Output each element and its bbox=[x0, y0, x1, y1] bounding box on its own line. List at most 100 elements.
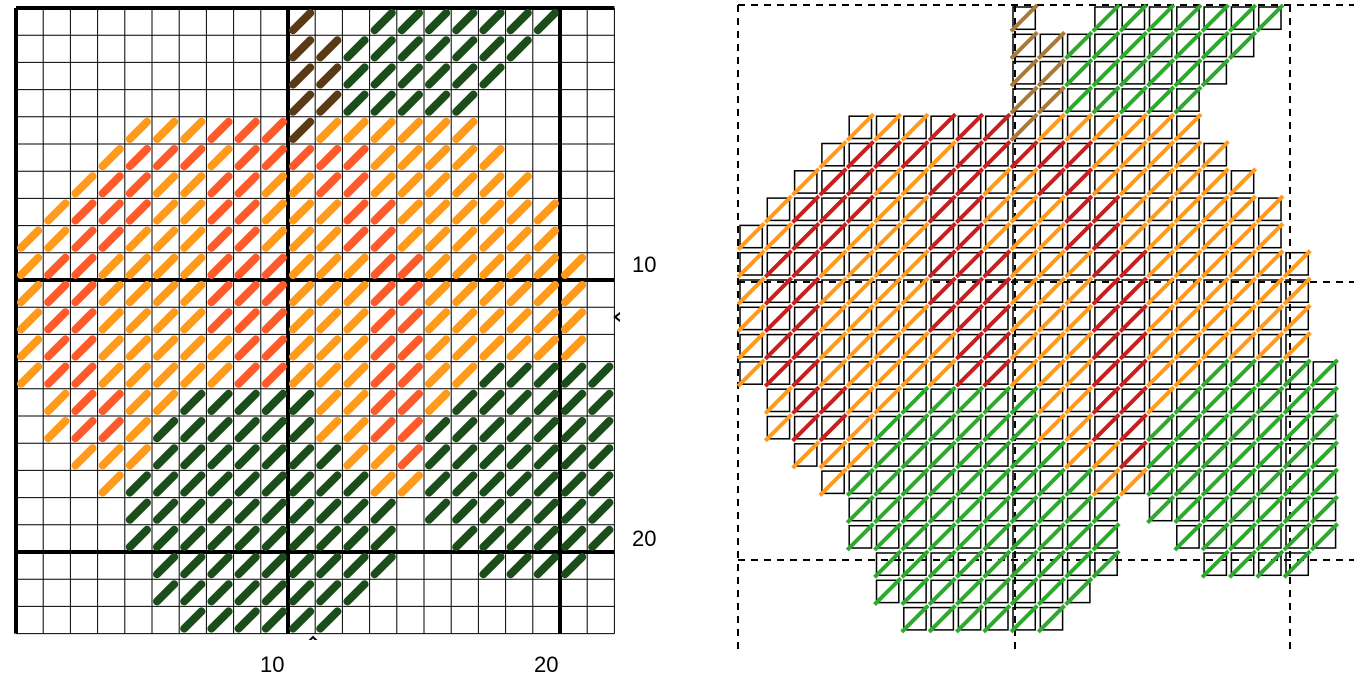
stitch bbox=[397, 389, 423, 415]
stitch bbox=[289, 9, 315, 35]
stitch bbox=[1282, 522, 1312, 552]
cell-box bbox=[1148, 470, 1173, 495]
stitch bbox=[153, 308, 179, 334]
cell-box bbox=[984, 606, 1009, 631]
stitch bbox=[289, 498, 315, 524]
stitch bbox=[873, 549, 903, 579]
cell-box bbox=[1094, 197, 1118, 222]
cell-box bbox=[1094, 251, 1118, 276]
stitch bbox=[845, 522, 875, 552]
stitch bbox=[207, 117, 233, 143]
stitch bbox=[98, 362, 124, 388]
stitch bbox=[17, 226, 43, 252]
stitch bbox=[17, 308, 43, 334]
cell-box bbox=[957, 306, 982, 331]
stitch bbox=[1173, 167, 1203, 197]
stitch bbox=[207, 498, 233, 524]
stitch bbox=[818, 167, 848, 197]
stitch bbox=[845, 249, 875, 279]
stitch bbox=[873, 440, 903, 470]
cell-box bbox=[1176, 142, 1200, 167]
cell-box bbox=[1094, 524, 1118, 549]
cell-box bbox=[793, 170, 818, 194]
cell-box bbox=[984, 388, 1009, 413]
cell-box bbox=[1148, 88, 1173, 112]
stitch bbox=[1064, 576, 1094, 607]
stitch bbox=[452, 471, 478, 497]
x-axis-label-20: 20 bbox=[534, 652, 559, 677]
stitch bbox=[1009, 522, 1039, 552]
stitch bbox=[153, 498, 179, 524]
stitch bbox=[982, 331, 1012, 361]
cell-box bbox=[1121, 197, 1146, 222]
left-grid-lines bbox=[14, 6, 615, 635]
cell-box bbox=[1285, 388, 1310, 413]
cell-box bbox=[875, 306, 900, 331]
stitch bbox=[452, 281, 478, 307]
stitch bbox=[1118, 140, 1148, 170]
stitch bbox=[533, 471, 559, 497]
stitch bbox=[533, 281, 559, 307]
stitch bbox=[506, 389, 532, 415]
stitch bbox=[927, 276, 957, 306]
stitch bbox=[1036, 167, 1067, 197]
cell-box bbox=[1066, 88, 1091, 112]
stitch bbox=[98, 281, 124, 307]
cell-box bbox=[1039, 497, 1064, 522]
stitch bbox=[343, 580, 369, 606]
stitch bbox=[316, 199, 342, 225]
stitch bbox=[1200, 549, 1230, 579]
cell-box bbox=[848, 333, 873, 358]
cell-box bbox=[957, 579, 982, 604]
stitch bbox=[370, 90, 396, 116]
cell-box bbox=[1203, 497, 1228, 522]
stitch bbox=[370, 389, 396, 415]
stitch bbox=[845, 276, 875, 306]
stitch bbox=[845, 303, 875, 334]
stitch bbox=[1091, 413, 1121, 443]
stitch bbox=[71, 362, 97, 388]
cell-box bbox=[1312, 497, 1337, 522]
cell-box bbox=[1039, 197, 1064, 222]
stitch bbox=[1146, 385, 1176, 415]
stitch bbox=[98, 172, 124, 198]
cell-box bbox=[821, 388, 845, 413]
cell-box bbox=[903, 251, 927, 276]
stitch bbox=[261, 471, 287, 497]
stitch bbox=[900, 358, 930, 388]
cell-box bbox=[1012, 524, 1037, 549]
stitch bbox=[1064, 249, 1094, 279]
stitch bbox=[234, 580, 260, 606]
stitch bbox=[479, 145, 505, 171]
stitch bbox=[1091, 3, 1121, 33]
cell-box bbox=[903, 306, 927, 331]
cell-box bbox=[1285, 497, 1310, 522]
stitch bbox=[873, 576, 903, 607]
stitch bbox=[954, 494, 985, 525]
stitch bbox=[1255, 385, 1285, 415]
cell-box bbox=[1176, 279, 1200, 304]
cell-box bbox=[903, 470, 927, 495]
stitch bbox=[1255, 221, 1285, 252]
stitch bbox=[261, 117, 287, 143]
stitch bbox=[561, 417, 587, 443]
stitch bbox=[343, 63, 369, 89]
stitch bbox=[343, 553, 369, 579]
stitch bbox=[506, 471, 532, 497]
stitch bbox=[44, 389, 70, 415]
stitch bbox=[533, 389, 559, 415]
stitch bbox=[397, 281, 423, 307]
stitch bbox=[98, 444, 124, 470]
stitch bbox=[1282, 249, 1312, 279]
stitch bbox=[954, 549, 985, 579]
cell-box bbox=[957, 142, 982, 167]
stitch bbox=[1118, 385, 1148, 415]
stitch bbox=[125, 417, 151, 443]
cell-box bbox=[1176, 60, 1200, 85]
stitch bbox=[1173, 221, 1203, 252]
stitch bbox=[873, 194, 903, 224]
cell-box bbox=[984, 524, 1009, 549]
stitch bbox=[873, 494, 903, 525]
stitch bbox=[397, 444, 423, 470]
cell-box bbox=[1203, 33, 1228, 58]
